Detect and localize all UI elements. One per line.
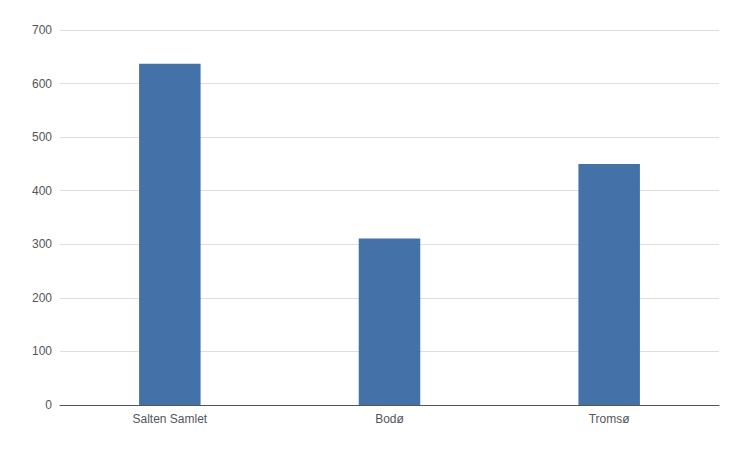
- svg-text:300: 300: [32, 237, 52, 251]
- svg-text:100: 100: [32, 344, 52, 358]
- svg-text:700: 700: [32, 23, 52, 37]
- svg-text:Bodø: Bodø: [375, 412, 404, 426]
- svg-text:Tromsø: Tromsø: [589, 412, 631, 426]
- svg-text:500: 500: [32, 130, 52, 144]
- svg-text:600: 600: [32, 77, 52, 91]
- svg-text:0: 0: [45, 398, 52, 412]
- svg-text:Salten Samlet: Salten Samlet: [132, 412, 207, 426]
- svg-text:400: 400: [32, 184, 52, 198]
- svg-text:200: 200: [32, 291, 52, 305]
